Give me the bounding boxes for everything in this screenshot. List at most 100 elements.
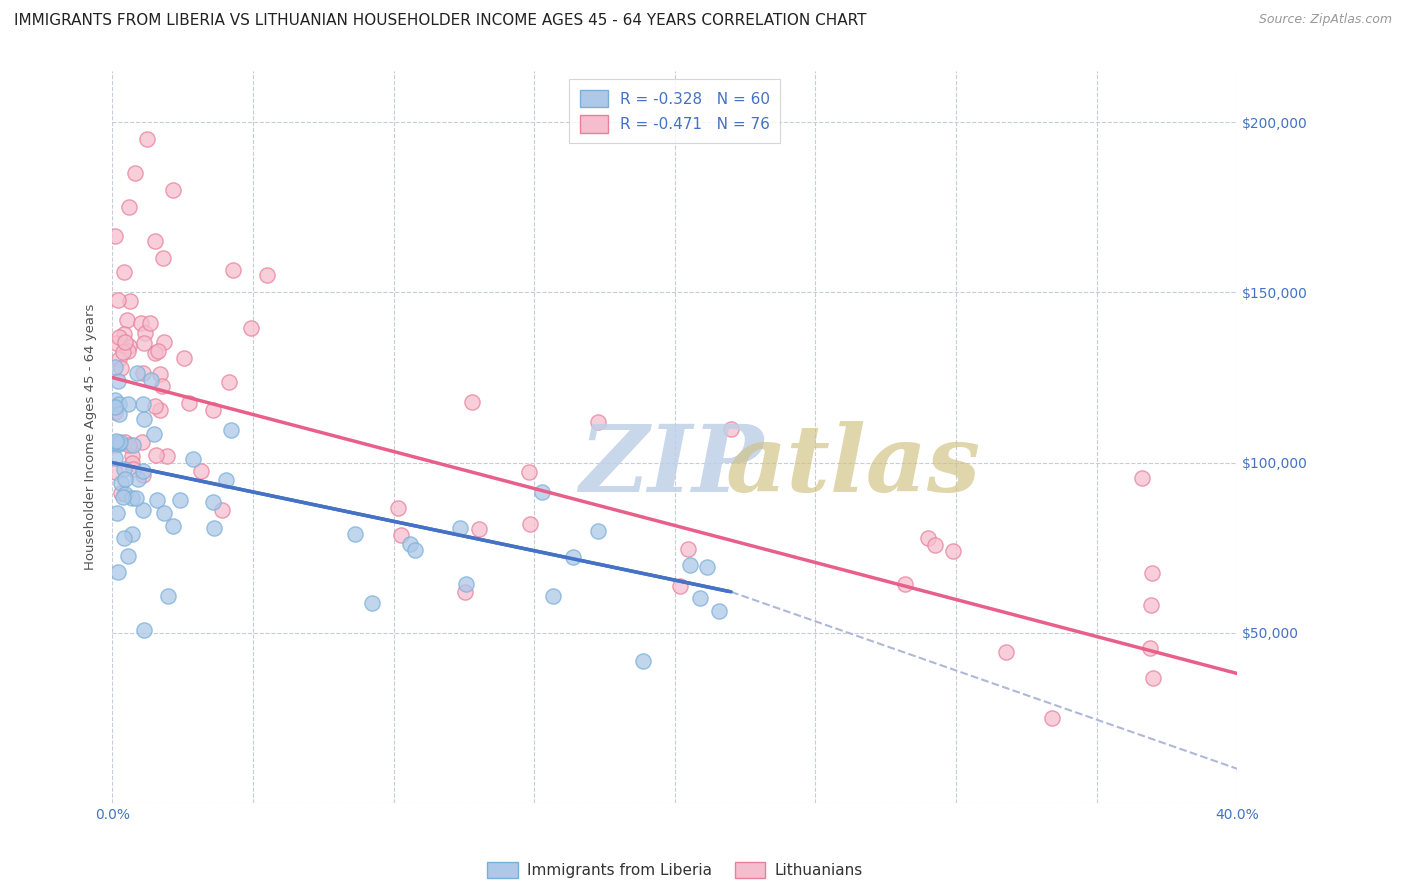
Point bbox=[110, 486, 132, 500]
Y-axis label: Householder Income Ages 45 - 64 years: Householder Income Ages 45 - 64 years bbox=[83, 304, 97, 570]
Point bbox=[107, 374, 129, 388]
Point bbox=[678, 541, 700, 556]
Point bbox=[115, 312, 138, 326]
Point bbox=[149, 368, 172, 382]
Point bbox=[120, 294, 142, 309]
Point bbox=[222, 263, 245, 277]
Point bbox=[108, 397, 131, 411]
Point bbox=[156, 450, 179, 464]
Point bbox=[146, 492, 169, 507]
Text: ZIP: ZIP bbox=[579, 421, 763, 511]
Point bbox=[468, 522, 491, 536]
Point bbox=[201, 494, 224, 508]
Point bbox=[143, 426, 166, 441]
Point bbox=[108, 436, 131, 450]
Point bbox=[132, 464, 155, 478]
Point bbox=[117, 343, 139, 358]
Point bbox=[924, 538, 946, 552]
Point bbox=[143, 345, 166, 359]
Point bbox=[344, 526, 367, 541]
Point bbox=[387, 501, 409, 516]
Point bbox=[112, 531, 135, 545]
Point bbox=[118, 201, 141, 215]
Point bbox=[112, 462, 135, 476]
Point bbox=[1139, 598, 1161, 612]
Point bbox=[132, 467, 155, 482]
Point bbox=[454, 577, 477, 591]
Text: Source: ZipAtlas.com: Source: ZipAtlas.com bbox=[1258, 13, 1392, 27]
Point bbox=[169, 493, 191, 508]
Point bbox=[146, 344, 169, 359]
Point bbox=[157, 589, 180, 603]
Point bbox=[152, 252, 174, 266]
Point bbox=[121, 527, 143, 541]
Point bbox=[211, 502, 233, 516]
Point bbox=[114, 472, 136, 486]
Point bbox=[110, 476, 132, 491]
Point bbox=[124, 166, 146, 180]
Point bbox=[127, 472, 149, 486]
Point bbox=[143, 399, 166, 413]
Point bbox=[121, 456, 143, 470]
Point bbox=[122, 461, 145, 475]
Point bbox=[132, 397, 155, 411]
Point bbox=[162, 183, 184, 197]
Point bbox=[148, 402, 170, 417]
Point bbox=[561, 549, 583, 564]
Point bbox=[689, 591, 711, 605]
Point bbox=[104, 400, 127, 414]
Point bbox=[150, 379, 173, 393]
Point bbox=[1040, 711, 1063, 725]
Point bbox=[720, 421, 742, 435]
Point bbox=[215, 474, 238, 488]
Point bbox=[104, 465, 127, 479]
Point bbox=[121, 449, 143, 463]
Point bbox=[112, 344, 135, 359]
Point bbox=[917, 531, 939, 545]
Point bbox=[541, 589, 564, 603]
Point bbox=[202, 403, 225, 417]
Point bbox=[104, 229, 127, 244]
Point bbox=[143, 235, 166, 249]
Point bbox=[118, 438, 141, 452]
Point bbox=[104, 392, 127, 407]
Point bbox=[112, 265, 135, 279]
Point bbox=[108, 435, 131, 450]
Point bbox=[202, 520, 225, 534]
Point bbox=[942, 543, 965, 558]
Point bbox=[162, 519, 184, 533]
Point bbox=[129, 316, 152, 330]
Point bbox=[107, 330, 129, 344]
Point bbox=[1139, 640, 1161, 655]
Point bbox=[105, 506, 128, 520]
Point bbox=[631, 654, 654, 668]
Point bbox=[122, 438, 145, 452]
Point bbox=[218, 375, 240, 389]
Point bbox=[117, 549, 139, 564]
Point bbox=[668, 579, 690, 593]
Point bbox=[995, 645, 1018, 659]
Point bbox=[107, 435, 129, 450]
Point bbox=[131, 434, 153, 449]
Point bbox=[177, 396, 200, 410]
Point bbox=[517, 465, 540, 479]
Point bbox=[256, 268, 278, 283]
Point bbox=[894, 576, 917, 591]
Point bbox=[132, 503, 155, 517]
Point bbox=[461, 395, 484, 409]
Point bbox=[135, 132, 157, 146]
Point bbox=[134, 326, 156, 340]
Point bbox=[107, 407, 129, 421]
Point bbox=[117, 397, 139, 411]
Point bbox=[139, 317, 162, 331]
Point bbox=[132, 366, 155, 380]
Point bbox=[153, 506, 176, 520]
Point bbox=[183, 452, 205, 467]
Point bbox=[679, 558, 702, 573]
Point bbox=[118, 339, 141, 353]
Point bbox=[125, 367, 148, 381]
Point bbox=[114, 487, 136, 501]
Point bbox=[132, 623, 155, 637]
Point bbox=[105, 336, 128, 351]
Point bbox=[519, 516, 541, 531]
